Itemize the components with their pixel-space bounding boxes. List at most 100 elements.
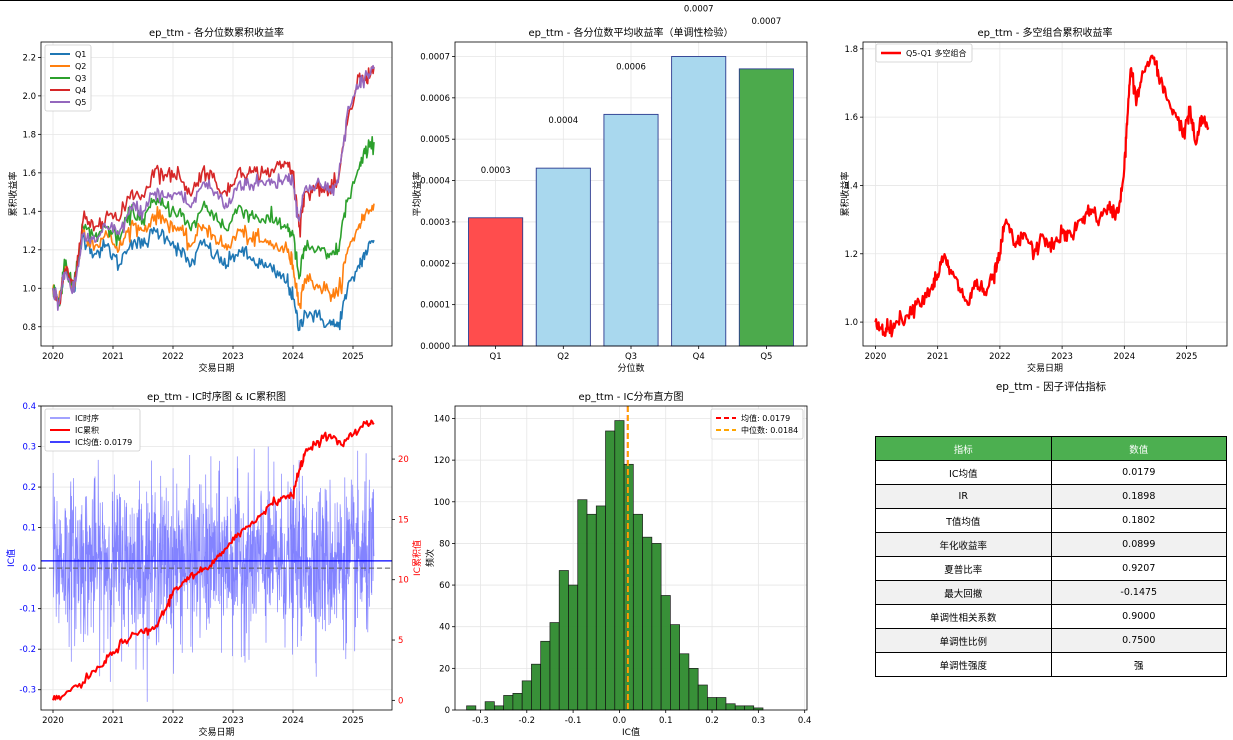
- legend-label: Q2: [75, 62, 86, 71]
- x-tick-label: 2023: [222, 716, 244, 726]
- metric-value: 0.1802: [1050, 508, 1227, 533]
- x-tick-label: 2022: [162, 716, 184, 726]
- bar-q4: [671, 56, 727, 347]
- x-tick-label: Q4: [693, 352, 705, 362]
- x-tick-label: 2021: [102, 352, 124, 362]
- x-tick-label: 2020: [42, 716, 64, 726]
- histogram-bin: [670, 624, 680, 711]
- histogram-bin: [642, 536, 653, 711]
- bar-data-label: 0.0004: [548, 116, 578, 126]
- series-line-q2: [52, 203, 375, 310]
- y-axis-label: IC值: [5, 549, 17, 567]
- x-tick-label: 0.3: [752, 716, 766, 726]
- x-tick-label: Q3: [625, 352, 637, 362]
- axes-frame: [40, 41, 393, 347]
- y-tick-label: 2.0: [22, 92, 36, 102]
- legend-label: 中位数: 0.0184: [741, 425, 798, 435]
- legend-box: [710, 408, 804, 440]
- histogram-bin: [632, 513, 643, 711]
- x-tick-label: 2021: [927, 352, 949, 362]
- chart-title: ep_ttm - IC时序图 & IC累积图: [147, 390, 286, 403]
- histogram-bin: [707, 697, 718, 711]
- metrics-table-title: ep_ttm - 因子评估指标: [995, 381, 1107, 393]
- y-tick-label: 140: [434, 414, 450, 424]
- y-tick-label: 60: [439, 581, 450, 591]
- y-tick-label: 100: [434, 498, 450, 508]
- metric-name: T值均值: [875, 508, 1052, 533]
- x-tick-label: 2025: [342, 352, 364, 362]
- histogram-bin: [679, 653, 690, 711]
- y-tick-label: 0.0002: [420, 259, 450, 269]
- x-tick-label: 2022: [989, 352, 1011, 362]
- y-axis-label: 频次: [424, 549, 436, 567]
- metric-value: 0.9000: [1050, 604, 1227, 629]
- y2-tick-label: 15: [398, 515, 409, 525]
- histogram-bin: [688, 668, 699, 711]
- y-tick-label: 80: [439, 539, 450, 549]
- metrics-row: 单调性强度强: [875, 652, 1227, 677]
- axes-frame: [862, 41, 1228, 347]
- y-tick-label: 0.0000: [420, 342, 450, 352]
- x-tick-label: 2020: [42, 352, 64, 362]
- x-axis-label: 交易日期: [1027, 362, 1063, 374]
- histogram-bin: [697, 684, 708, 711]
- bar-q5: [738, 68, 794, 347]
- y-tick-label: 1.6: [844, 113, 858, 123]
- y2-tick-label: 5: [398, 636, 403, 646]
- x-tick-label: 2021: [102, 716, 124, 726]
- metrics-row: 年化收益率 0.0899: [875, 532, 1227, 557]
- x-tick-label: 2023: [222, 352, 244, 362]
- y-tick-label: 0.0001: [420, 301, 450, 311]
- series-line-ic-daily: [52, 446, 375, 702]
- x-axis-label: IC值: [622, 726, 640, 738]
- legend-label: IC时序: [75, 413, 99, 423]
- legend-label: Q3: [75, 74, 86, 83]
- x-tick-label: 2024: [1114, 352, 1136, 362]
- y-axis-label: 累积收益率: [839, 171, 851, 216]
- x-tick-label: 2023: [1051, 352, 1073, 362]
- histogram-bin: [512, 692, 523, 711]
- legend-label: IC累积: [75, 425, 99, 435]
- metric-name: 夏普比率: [875, 556, 1052, 581]
- y2-tick-label: 0: [398, 696, 403, 706]
- x-tick-label: 2025: [342, 716, 364, 726]
- x-tick-label: 0.4: [798, 716, 812, 726]
- metric-value: 强: [1050, 652, 1227, 677]
- y-tick-label: 0: [445, 706, 450, 716]
- x-tick-label: 2025: [1176, 352, 1198, 362]
- x-tick-label: -0.1: [565, 716, 582, 726]
- y-tick-label: 0.0: [22, 564, 36, 574]
- histogram-bin: [614, 420, 625, 711]
- x-tick-label: 0.1: [659, 716, 673, 726]
- series-line-ic-cumulative: [52, 419, 375, 701]
- x-tick-label: 2020: [865, 352, 887, 362]
- y-tick-label: -0.3: [19, 686, 36, 696]
- bar-data-label: 0.0003: [481, 166, 511, 176]
- x-tick-label: 0.2: [705, 716, 719, 726]
- series-line-q3: [52, 136, 375, 307]
- x-tick-label: -0.3: [472, 716, 489, 726]
- x-axis-label: 交易日期: [198, 726, 234, 738]
- y-tick-label: 1.8: [22, 130, 36, 140]
- histogram-bin: [651, 543, 662, 711]
- legend-label: Q5: [75, 98, 86, 107]
- y-tick-label: 1.2: [22, 246, 36, 256]
- histogram-bin: [660, 595, 671, 711]
- y2-tick-label: 20: [398, 455, 409, 465]
- x-tick-label: Q2: [557, 352, 569, 362]
- bar-data-label: 0.0006: [616, 62, 646, 72]
- bar-data-label: 0.0007: [752, 17, 782, 27]
- y-tick-label: 0.0007: [420, 52, 450, 62]
- x-axis-label: 分位数: [617, 362, 644, 374]
- metric-name: 单调性强度: [875, 652, 1052, 677]
- x-tick-label: Q5: [760, 352, 772, 362]
- metric-name: 单调性相关系数: [875, 604, 1052, 629]
- y-axis-label: 平均收益率: [411, 171, 423, 216]
- metric-value: 0.7500: [1050, 628, 1227, 653]
- axes-frame: [454, 405, 808, 711]
- y-tick-label: 1.0: [844, 318, 858, 328]
- histogram-bin: [595, 505, 606, 711]
- metric-name: IC均值: [875, 460, 1052, 485]
- axes-frame: [40, 405, 393, 711]
- y-tick-label: 1.8: [844, 45, 858, 55]
